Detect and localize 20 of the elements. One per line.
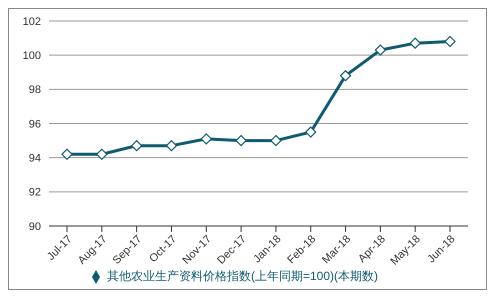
y-tick-label: 92 — [28, 186, 41, 199]
legend-label: 其他农业生产资料价格指数(上年同期=100)(本期数) — [106, 269, 378, 283]
y-tick-label: 94 — [28, 152, 41, 165]
y-tick-label: 98 — [28, 84, 41, 96]
point — [235, 134, 247, 146]
point — [200, 133, 212, 144]
y-tick-label: 96 — [28, 118, 41, 130]
y-tick-label: 90 — [28, 220, 41, 233]
point — [444, 36, 456, 48]
point — [410, 38, 421, 49]
point — [340, 70, 352, 82]
point — [131, 140, 142, 152]
point — [305, 126, 316, 138]
y-tick-label: 100 — [22, 50, 41, 62]
point — [166, 140, 178, 152]
point — [61, 148, 73, 160]
point — [374, 44, 386, 56]
point — [96, 148, 108, 160]
y-tick-label: 102 — [22, 16, 41, 28]
point — [270, 134, 282, 146]
